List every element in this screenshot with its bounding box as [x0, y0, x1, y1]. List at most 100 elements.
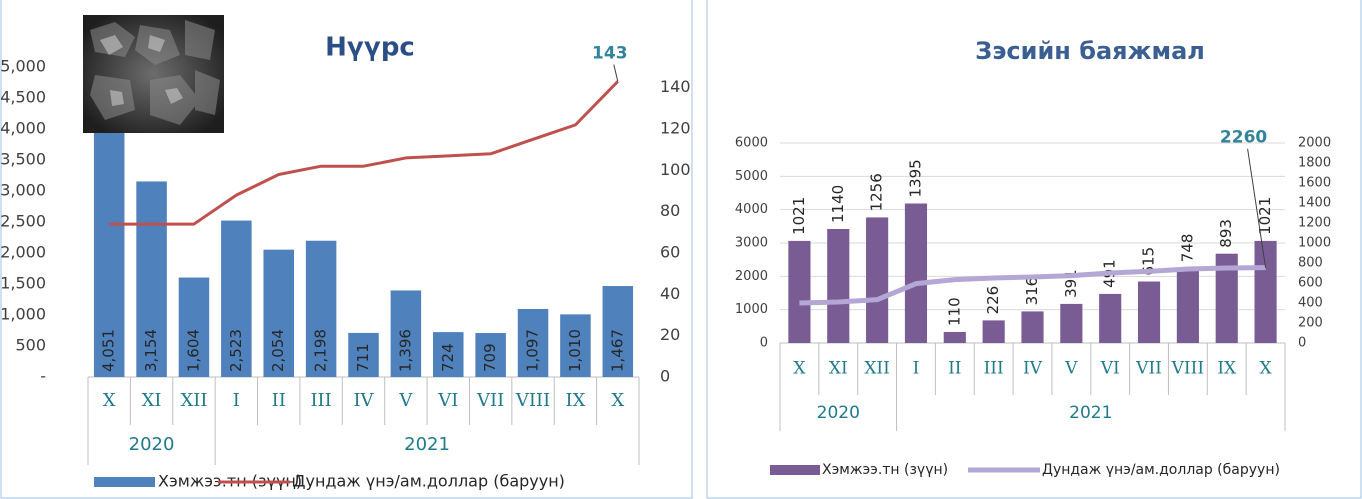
- x-tick-label: I: [233, 390, 240, 411]
- x-tick-label: II: [272, 390, 286, 411]
- y-tick-label: 1,000: [0, 305, 46, 324]
- x-tick-label: IV: [1023, 359, 1043, 379]
- year-label: 2021: [404, 434, 450, 455]
- x-tick-label: IV: [353, 390, 374, 411]
- x-tick-label: III: [984, 359, 1004, 379]
- bar: [1060, 304, 1082, 343]
- y2-tick-label: 1600: [1298, 176, 1331, 191]
- y-tick-label: 1000: [735, 302, 768, 317]
- bar: [788, 241, 810, 343]
- y2-tick-label: 100: [660, 160, 691, 179]
- chart-title: Зэсийн баяжмал: [975, 37, 1205, 65]
- y-tick-label: -: [40, 367, 46, 386]
- y2-tick-label: 1800: [1298, 156, 1331, 171]
- y2-tick-label: 2000: [1298, 136, 1331, 151]
- legend-swatch: [94, 477, 155, 487]
- value-label: 2,198: [312, 329, 330, 372]
- y2-tick-label: 1200: [1298, 216, 1331, 231]
- value-label: 1021: [790, 197, 808, 235]
- legend-swatch: [770, 465, 820, 475]
- y-tick-label: 5,000: [0, 57, 46, 76]
- bar: [1255, 241, 1277, 343]
- y-tick-label: 6000: [735, 136, 768, 151]
- x-tick-label: IX: [565, 390, 585, 411]
- y-tick-label: 1,500: [0, 274, 46, 293]
- value-label: 748: [1178, 234, 1196, 263]
- legend-label: Хэмжээ.тн (зүүн): [822, 462, 948, 478]
- value-label: 1,467: [608, 329, 626, 372]
- value-label: 724: [439, 343, 457, 372]
- bar: [1021, 311, 1043, 343]
- y2-tick-label: 40: [660, 284, 680, 303]
- y2-tick-label: 60: [660, 243, 680, 262]
- x-tick-label: X: [611, 390, 624, 411]
- x-tick-label: V: [1064, 359, 1078, 379]
- y-tick-label: 3,000: [0, 181, 46, 200]
- y2-tick-label: 0: [1298, 336, 1306, 351]
- value-label: 1,604: [184, 329, 202, 372]
- value-label: 1,010: [566, 329, 584, 372]
- chart-title: Нүүрс: [325, 33, 415, 63]
- legend-label: Дундаж үнэ/ам.доллар (баруун): [293, 472, 565, 491]
- y-tick-label: 2000: [735, 269, 768, 284]
- y-tick-label: 5000: [735, 169, 768, 184]
- y2-tick-label: 140: [660, 77, 691, 96]
- x-tick-label: VI: [1100, 359, 1120, 379]
- y-tick-label: 3000: [735, 236, 768, 251]
- x-tick-label: VIII: [1171, 359, 1204, 379]
- value-label: 143: [592, 43, 628, 63]
- value-label: 1021: [1256, 197, 1274, 235]
- y2-tick-label: 200: [1298, 316, 1323, 331]
- x-tick-label: II: [948, 359, 961, 379]
- y2-tick-label: 600: [1298, 276, 1323, 291]
- value-label: 893: [1217, 219, 1235, 248]
- y-tick-label: 4,000: [0, 119, 46, 138]
- y2-tick-label: 120: [660, 119, 691, 138]
- y2-tick-label: 400: [1298, 296, 1323, 311]
- x-tick-label: VI: [437, 390, 458, 411]
- bar: [944, 332, 966, 343]
- value-label: 1140: [829, 185, 847, 223]
- value-label: 1,396: [396, 329, 414, 372]
- y-tick-label: 2,500: [0, 212, 46, 231]
- y-tick-label: 4000: [735, 202, 768, 217]
- value-label: 1395: [906, 159, 924, 197]
- value-label: 2,054: [269, 329, 287, 372]
- y2-tick-label: 80: [660, 201, 680, 220]
- x-tick-label: X: [793, 359, 806, 379]
- year-label: 2020: [129, 434, 175, 455]
- year-label: 2021: [1069, 403, 1112, 423]
- y-tick-label: 4,500: [0, 88, 46, 107]
- bar: [827, 229, 849, 343]
- x-tick-label: VIII: [515, 390, 550, 411]
- y-tick-label: 3,500: [0, 150, 46, 169]
- value-label: 110: [945, 297, 963, 326]
- y-tick-label: 2,000: [0, 243, 46, 262]
- bar: [1138, 282, 1160, 344]
- y2-tick-label: 1000: [1298, 236, 1331, 251]
- value-label: 316: [1023, 277, 1041, 306]
- coal-image: [83, 15, 224, 133]
- value-label: 3,154: [142, 329, 160, 372]
- value-label: 4,051: [100, 329, 118, 372]
- value-label: 711: [354, 343, 372, 372]
- y2-tick-label: 1400: [1298, 196, 1331, 211]
- bar: [1177, 268, 1199, 343]
- y2-tick-label: 20: [660, 325, 680, 344]
- x-tick-label: VII: [476, 390, 504, 411]
- year-label: 2020: [817, 403, 860, 423]
- bar: [866, 217, 888, 343]
- x-tick-label: IX: [1217, 359, 1237, 379]
- y2-tick-label: 800: [1298, 256, 1323, 271]
- y-tick-label: 0: [760, 336, 768, 351]
- x-tick-label: XII: [180, 390, 207, 411]
- x-tick-label: VII: [1135, 359, 1162, 379]
- page: Нүүрс-5001,0001,5002,0002,5003,0003,5004…: [0, 0, 1362, 499]
- x-tick-label: III: [310, 390, 331, 411]
- value-label: 2,523: [227, 329, 245, 372]
- x-tick-label: XII: [864, 359, 890, 379]
- x-tick-label: X: [1260, 359, 1273, 379]
- value-label: 1256: [868, 173, 886, 211]
- x-tick-label: XI: [142, 390, 162, 411]
- x-tick-label: X: [103, 390, 116, 411]
